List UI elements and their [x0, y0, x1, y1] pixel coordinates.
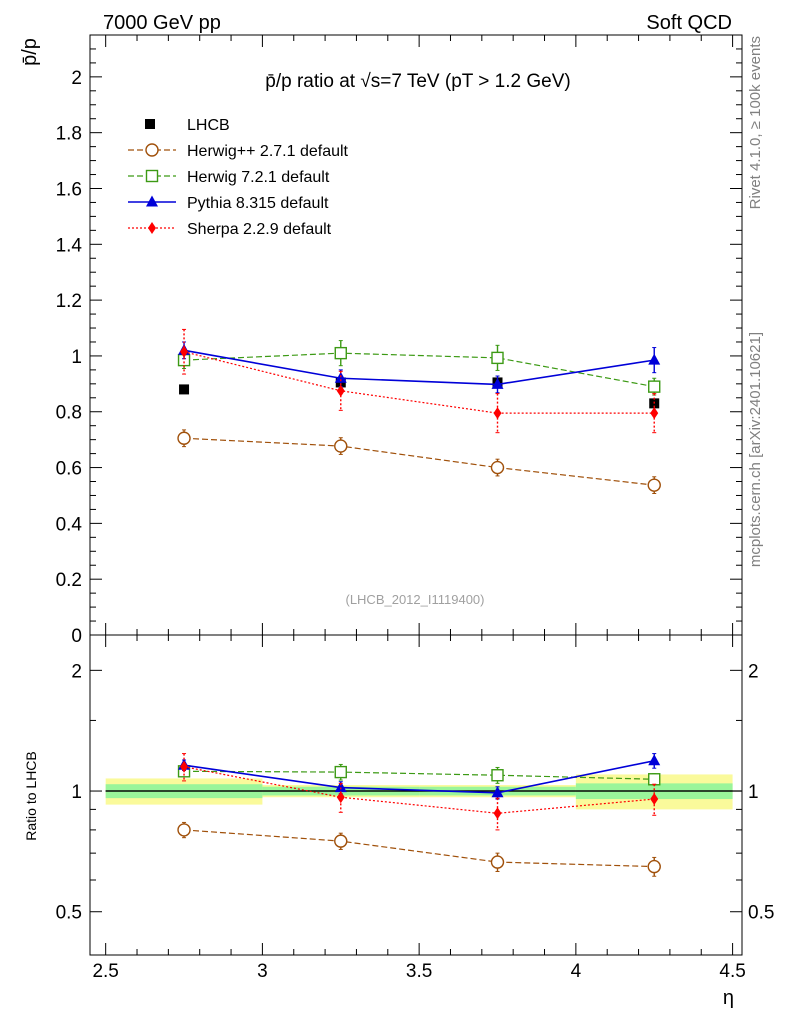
ratio-axes: 0.5 0.5 1 1 2 2 2.5 3 3.5 4 4.5: [56, 635, 774, 982]
x-tick-label: 2.5: [92, 961, 118, 982]
ratio-y-tick-label-right: 2: [748, 661, 759, 682]
ratio-y-tick-label-left: 1: [71, 782, 82, 803]
main-y-tick-label: 2: [71, 68, 82, 89]
main-data-point: [650, 407, 659, 420]
legend-entry: Herwig++ 2.7.1 default: [128, 143, 349, 160]
main-series-line: [184, 437, 655, 486]
legend-marker: [145, 143, 159, 157]
legend: LHCB Herwig++ 2.7.1 default Herwig 7.2.1 d…: [128, 117, 349, 238]
ratio-data-point: [648, 754, 661, 766]
main-y-tick-label: 0.4: [56, 514, 83, 535]
main-title: p̄/p ratio at √s=7 TeV (pT > 1.2 GeV): [265, 71, 570, 92]
main-y-tick-label: 0.2: [56, 570, 82, 591]
main-data-point: [334, 346, 347, 360]
legend-marker: [145, 169, 159, 183]
main-series-1: [177, 429, 661, 495]
header-left: 7000 GeV pp: [103, 12, 221, 34]
ratio-data-point: [491, 769, 504, 782]
header-right: Soft QCD: [646, 12, 732, 34]
ratio-y-tick-label-right: 0.5: [748, 903, 774, 924]
ratio-data-point: [491, 786, 504, 798]
main-series-4: [180, 328, 659, 434]
main-series-3: [178, 341, 661, 394]
x-tick-label: 4.5: [719, 961, 745, 982]
ratio-series-line: [183, 829, 655, 868]
main-series-layer: [177, 328, 661, 495]
ratio-series-0: [177, 821, 661, 877]
ratio-data-point: [336, 791, 345, 804]
main-data-point: [336, 384, 345, 397]
legend-entry: Pythia 8.315 default: [128, 195, 329, 212]
ratio-series-3: [180, 753, 659, 831]
main-data-point: [491, 351, 504, 365]
ratio-data-point: [493, 807, 502, 820]
main-y-tick-label: 0.6: [56, 459, 82, 480]
main-y-tick-label: 1.6: [56, 179, 82, 200]
main-data-point: [491, 377, 504, 389]
legend-label: Herwig++ 2.7.1 default: [187, 143, 349, 160]
main-data-point: [179, 384, 190, 395]
ratio-data-point: [650, 793, 659, 806]
ratio-data-point: [334, 765, 347, 779]
ratio-band-layer: [105, 774, 733, 810]
main-y-tick-label: 0.8: [56, 403, 82, 424]
main-y-tick-label: 1.4: [56, 235, 83, 256]
ratio-panel-frame: [89, 634, 743, 956]
legend-label: Herwig 7.2.1 default: [187, 169, 330, 186]
ratio-data-point: [177, 823, 191, 837]
main-data-point: [648, 353, 661, 365]
main-data-point: [180, 345, 189, 358]
main-data-point: [648, 380, 661, 393]
ratio-y-tick-label-left: 2: [71, 661, 82, 682]
legend-marker: [145, 119, 155, 129]
main-series-line: [183, 351, 655, 414]
legend-marker: [146, 195, 158, 207]
legend-label: Sherpa 2.2.9 default: [187, 221, 332, 238]
main-series-line: [184, 352, 655, 388]
main-y-tick-label: 0: [71, 626, 82, 647]
main-y-axis-label: p̄/p: [19, 38, 41, 66]
x-tick-label: 4: [571, 961, 582, 982]
x-axis-label: η: [723, 987, 734, 1009]
ratio-data-point: [334, 781, 347, 793]
legend-entry: Sherpa 2.2.9 default: [128, 221, 332, 238]
legend-entry: Herwig 7.2.1 default: [128, 169, 330, 186]
ratio-data-point: [180, 760, 189, 773]
main-data-point: [177, 431, 191, 445]
main-series-line: [183, 349, 655, 386]
main-y-tick-label: 1: [71, 347, 82, 368]
main-data-point: [334, 439, 348, 453]
main-y-tick-label: 1.8: [56, 124, 82, 145]
ratio-data-point: [490, 855, 505, 869]
ratio-data-point: [334, 834, 348, 848]
x-tick-label: 3: [257, 961, 268, 982]
x-tick-label: 3.5: [406, 961, 432, 982]
ratio-data-point: [647, 859, 661, 874]
main-ylabel: p̄/p: [19, 38, 41, 66]
ratio-y-tick-label-left: 0.5: [56, 903, 82, 924]
main-data-point: [647, 478, 661, 492]
mcplots-label: mcplots.cern.ch [arXiv:2401.10621]: [747, 332, 764, 567]
main-axes: 0 0.2 0.4 0.6 0.8 1 1.2 1.4 1.6 1.8 2: [56, 35, 742, 647]
main-y-tick-label: 1.2: [56, 291, 82, 312]
ratio-series-line: [183, 759, 655, 794]
ratio-data-point: [648, 773, 661, 786]
analysis-label: (LHCB_2012_I1119400): [345, 592, 484, 607]
legend-marker: [148, 222, 156, 234]
legend-label: Pythia 8.315 default: [187, 195, 329, 212]
legend-label: LHCB: [187, 117, 230, 134]
main-data-point: [493, 407, 502, 420]
ratio-ylabel: Ratio to LHCB: [23, 751, 39, 840]
ratio-y-tick-label-right: 1: [748, 782, 759, 803]
legend-entry: LHCB: [145, 117, 230, 134]
ratio-series-layer: [177, 753, 661, 877]
main-data-point: [490, 460, 505, 475]
rivet-label: Rivet 4.1.0, ≥ 100k events: [747, 36, 764, 209]
